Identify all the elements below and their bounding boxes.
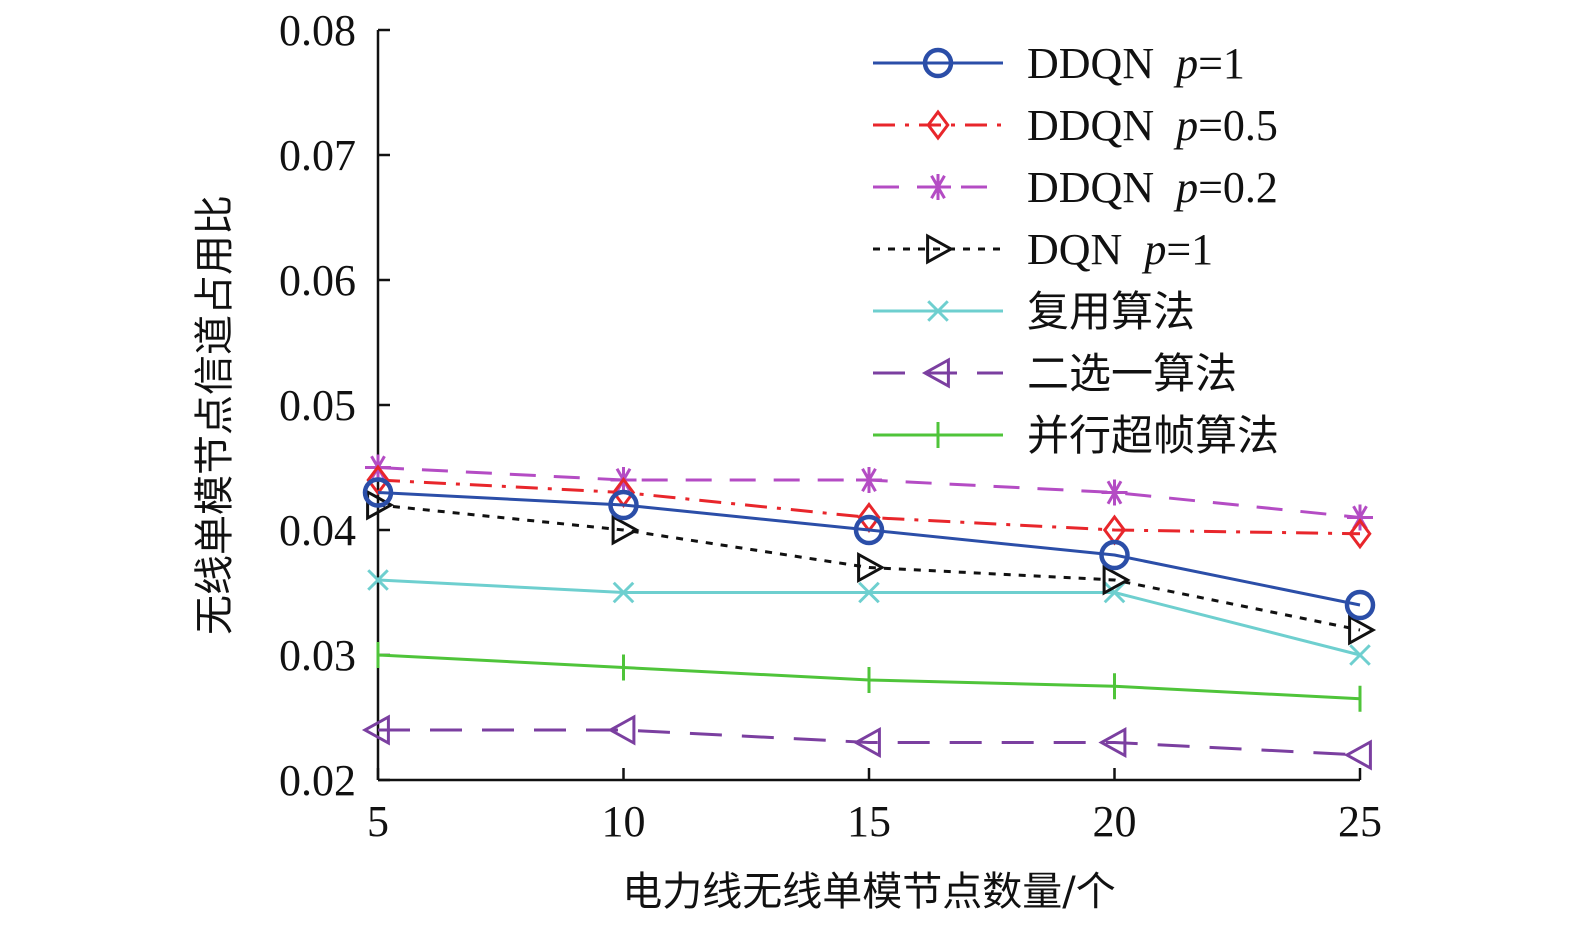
marker-x — [927, 300, 949, 322]
marker-diamond — [926, 109, 950, 141]
legend-entry: DDQN p=1 — [873, 39, 1245, 88]
legend-label-main: 二选一算法 — [1027, 349, 1237, 398]
legend-label: 二选一算法 — [1027, 349, 1237, 398]
series-line — [378, 728, 1361, 757]
legend-label-main: DDQN — [1027, 101, 1154, 150]
legend-label-param: p — [1173, 39, 1198, 88]
marker-diamond — [1348, 518, 1372, 550]
legend-entry: 二选一算法 — [873, 349, 1237, 398]
legend-label: DDQN p=0.2 — [1027, 163, 1278, 212]
series-4 — [367, 569, 1371, 666]
legend-label: DQN p=1 — [1027, 225, 1213, 274]
y-tick-label: 0.02 — [279, 756, 356, 805]
legend-label-main: DDQN — [1027, 163, 1154, 212]
marker-triangle-left — [852, 726, 881, 759]
x-axis-title: 电力线无线单模节点数量/个 — [622, 869, 1115, 915]
legend-entry: 并行超帧算法 — [873, 411, 1279, 460]
series-3 — [366, 489, 1377, 646]
marker-x — [612, 581, 635, 604]
marker-asterisk — [1347, 504, 1373, 531]
axes: 0.02 0.03 0.04 0.05 0.06 0.07 0.08 5 10 15 20 25 — [279, 6, 1382, 846]
legend-entry: DDQN p=0.5 — [873, 101, 1278, 150]
legend-entry: DDQN p=0.2 — [873, 163, 1278, 212]
series-line — [377, 503, 1361, 632]
legend-entry: 复用算法 — [873, 287, 1195, 336]
legend-label: DDQN p=0.5 — [1027, 101, 1278, 150]
legend-label-value: =1 — [1198, 39, 1245, 88]
marker-triangle-left — [1343, 739, 1372, 771]
marker-triangle-left — [607, 714, 636, 746]
legend-label: 并行超帧算法 — [1027, 411, 1279, 460]
legend-label: 复用算法 — [1027, 287, 1195, 336]
legend-label-value: =1 — [1166, 225, 1213, 274]
series-5 — [361, 714, 1372, 771]
legend-label-value: =0.5 — [1198, 101, 1278, 150]
x-tick-label: 5 — [367, 797, 389, 846]
marker-triangle-right — [1102, 564, 1131, 596]
legend-entry: DQN p=1 — [873, 225, 1213, 274]
y-tick-label: 0.07 — [279, 131, 356, 180]
marker-triangle-left — [361, 714, 390, 746]
y-tick-label: 0.08 — [279, 6, 356, 55]
y-tick-label: 0.04 — [279, 506, 356, 555]
legend-label: DDQN p=1 — [1027, 39, 1245, 88]
legend-label-param: p — [1141, 225, 1166, 274]
marker-triangle-right — [366, 489, 395, 521]
marker-triangle-left — [1098, 726, 1127, 759]
marker-circle — [922, 47, 954, 79]
legend-label-main: DQN — [1027, 225, 1122, 274]
legend-label-value: =0.2 — [1198, 163, 1278, 212]
marker-x — [858, 581, 880, 604]
y-tick-label: 0.03 — [279, 631, 356, 680]
marker-triangle-right — [926, 233, 955, 265]
x-tick-label: 25 — [1338, 797, 1382, 846]
legend-label-main: 复用算法 — [1027, 287, 1195, 336]
marker-circle — [853, 514, 885, 546]
marker-asterisk — [856, 467, 882, 493]
y-tick-label: 0.06 — [279, 256, 356, 305]
series-layer — [361, 454, 1377, 771]
marker-x — [367, 569, 389, 591]
legend-label-param: p — [1173, 163, 1198, 212]
legend-label-main: 并行超帧算法 — [1027, 411, 1279, 460]
marker-circle — [608, 489, 639, 521]
y-axis-title: 无线单模节点信道占用比 — [192, 195, 238, 635]
marker-asterisk — [925, 174, 951, 200]
x-tick-label: 10 — [602, 797, 646, 846]
marker-x — [1103, 581, 1126, 604]
x-tick-label: 15 — [847, 797, 891, 846]
legend-label-main: DDQN — [1027, 39, 1154, 88]
marker-circle — [362, 477, 394, 508]
marker-asterisk — [1101, 479, 1128, 506]
legend-label-param: p — [1173, 101, 1198, 150]
marker-triangle-right — [1348, 614, 1377, 646]
marker-circle — [1099, 539, 1130, 571]
marker-triangle-left — [921, 357, 950, 389]
series-0 — [362, 477, 1376, 621]
series-6 — [376, 642, 1362, 712]
series-line — [377, 491, 1361, 607]
x-tick-label: 20 — [1093, 797, 1137, 846]
marker-triangle-right — [611, 514, 640, 546]
marker-triangle-right — [857, 551, 886, 584]
marker-x — [1349, 644, 1371, 666]
marker-circle — [1344, 589, 1376, 621]
y-tick-label: 0.05 — [279, 381, 356, 430]
